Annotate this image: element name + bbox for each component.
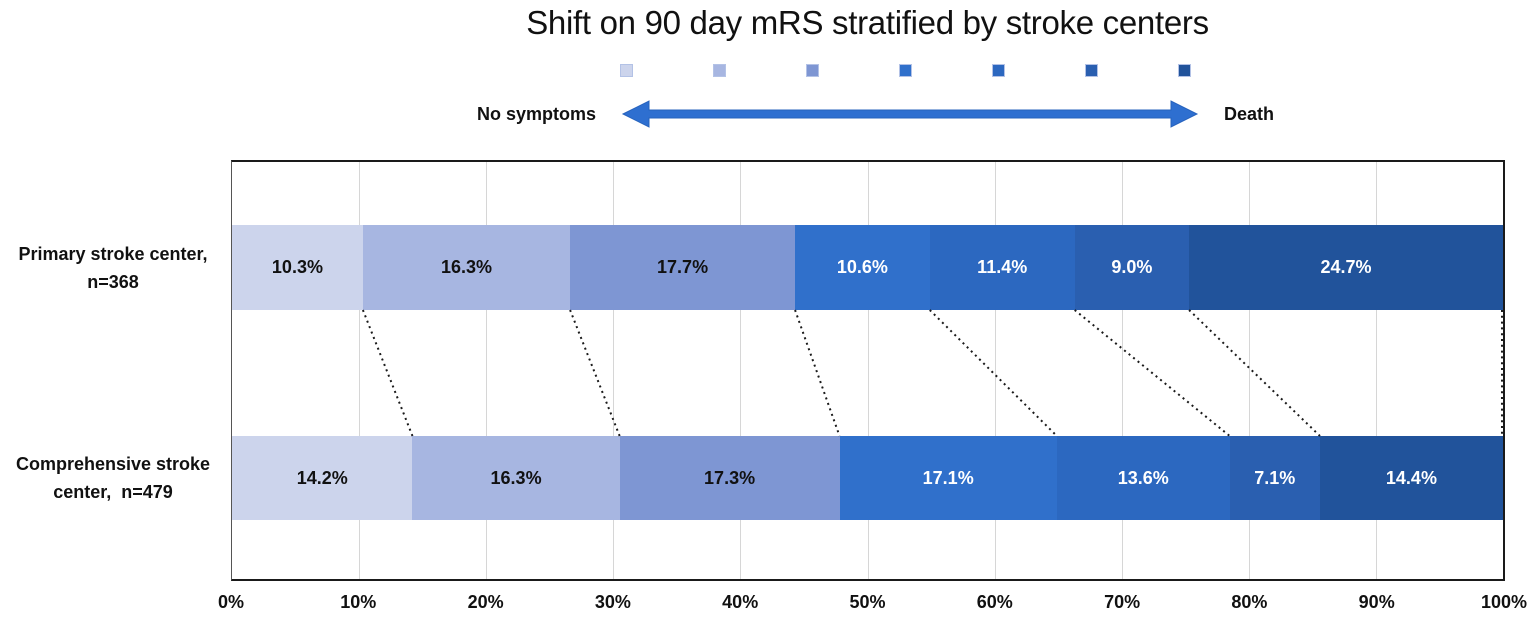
category-label-line: Comprehensive stroke <box>15 454 211 474</box>
bar-segment: 9.0% <box>1074 225 1190 310</box>
bar-segment: 14.2% <box>232 436 413 520</box>
connector-line <box>1188 309 1321 437</box>
bar-segment: 17.1% <box>839 436 1057 520</box>
bar-segment: 16.3% <box>362 225 571 310</box>
connector-line <box>569 309 621 437</box>
connector-lines <box>361 309 1503 437</box>
death-label: Death <box>1224 103 1275 124</box>
legend-swatch <box>806 64 819 77</box>
gridline <box>740 162 742 579</box>
gridline <box>994 162 996 579</box>
segment-value-label: 9.0% <box>1111 257 1153 277</box>
x-tick-label: 80% <box>1231 592 1268 612</box>
gridline <box>1121 162 1123 579</box>
category-label-comprehensive: Comprehensive stroke center, n=479 <box>0 436 226 520</box>
x-tick-label: 10% <box>340 592 377 612</box>
legend-swatch <box>1085 64 1098 77</box>
bar-segment: 11.4% <box>929 225 1075 310</box>
connector-line <box>1074 309 1231 437</box>
bar-segment: 13.6% <box>1056 436 1230 520</box>
segment-value-label: 17.1% <box>922 467 974 488</box>
category-label-primary: Primary stroke center, n=368 <box>0 225 226 310</box>
stacked-bar: 14.2% 16.3% 17.3% 17.1% 13.6% 7.1% 14.4% <box>232 436 1503 520</box>
gridline <box>1248 162 1250 579</box>
segment-value-label: 24.7% <box>1320 257 1372 277</box>
bar-segment: 16.3% <box>412 436 620 520</box>
bar-segment: 17.3% <box>619 436 840 520</box>
gridline <box>359 162 361 579</box>
gridline <box>867 162 869 579</box>
bar-segment: 10.3% <box>232 225 363 310</box>
bar-segment: 24.7% <box>1189 225 1503 310</box>
segment-value-label: 14.2% <box>296 467 348 488</box>
x-tick-label: 90% <box>1358 592 1395 612</box>
gridline <box>613 162 615 579</box>
x-tick-label: 50% <box>849 592 886 612</box>
connector-line <box>361 309 414 437</box>
legend-swatch <box>713 64 726 77</box>
legend <box>269 64 1535 77</box>
legend-swatch <box>620 64 633 77</box>
segment-value-label: 14.4% <box>1385 467 1437 488</box>
double-arrow-icon <box>621 100 1199 128</box>
x-tick-label: 70% <box>1104 592 1141 612</box>
segment-value-label: 10.6% <box>836 257 888 277</box>
segment-value-label: 11.4% <box>977 257 1028 277</box>
segment-value-label: 17.3% <box>704 467 756 488</box>
x-tick-label: 100% <box>1480 592 1528 612</box>
segment-value-label: 10.3% <box>271 257 323 277</box>
plot-area: 10.3% 16.3% 17.7% 10.6% 11.4% 9.0% 24.7% 14.2%… <box>231 160 1505 581</box>
segment-value-label: 13.6% <box>1117 467 1169 488</box>
no-symptoms-label: No symptoms <box>476 103 596 124</box>
legend-swatch <box>899 64 912 77</box>
chart-title: Shift on 90 day mRS stratified by stroke… <box>526 4 1209 41</box>
legend-swatch <box>1178 64 1191 77</box>
gridline <box>486 162 488 579</box>
segment-value-label: 16.3% <box>490 467 542 488</box>
x-tick-label: 40% <box>722 592 759 612</box>
gridline <box>1375 162 1377 579</box>
stacked-bar: 10.3% 16.3% 17.7% 10.6% 11.4% 9.0% 24.7% <box>232 225 1503 310</box>
legend-swatch <box>992 64 1005 77</box>
category-label-line: center, n=479 <box>53 482 173 502</box>
connector-line <box>794 309 841 437</box>
x-tick-label: 60% <box>976 592 1013 612</box>
x-tick-label: 30% <box>594 592 631 612</box>
segment-value-label: 7.1% <box>1254 467 1296 488</box>
x-axis: 0% 10% 20% 30% 40% 50% 60% 70% 80% 90% 100% <box>218 592 1527 616</box>
segment-value-label: 16.3% <box>440 257 493 277</box>
connector-line <box>929 309 1058 437</box>
bar-segment: 7.1% <box>1229 436 1320 520</box>
bar-segment: 10.6% <box>795 225 930 310</box>
severity-arrow-annotation: No symptoms Death <box>239 99 1512 129</box>
category-label-line: n=368 <box>87 271 139 292</box>
segment-value-label: 17.7% <box>657 257 709 277</box>
bar-segment: 17.7% <box>570 225 796 310</box>
x-tick-label: 0% <box>217 592 245 612</box>
category-label-line: Primary stroke center, <box>18 243 208 264</box>
bar-segment: 14.4% <box>1319 436 1503 520</box>
x-tick-label: 20% <box>467 592 504 612</box>
